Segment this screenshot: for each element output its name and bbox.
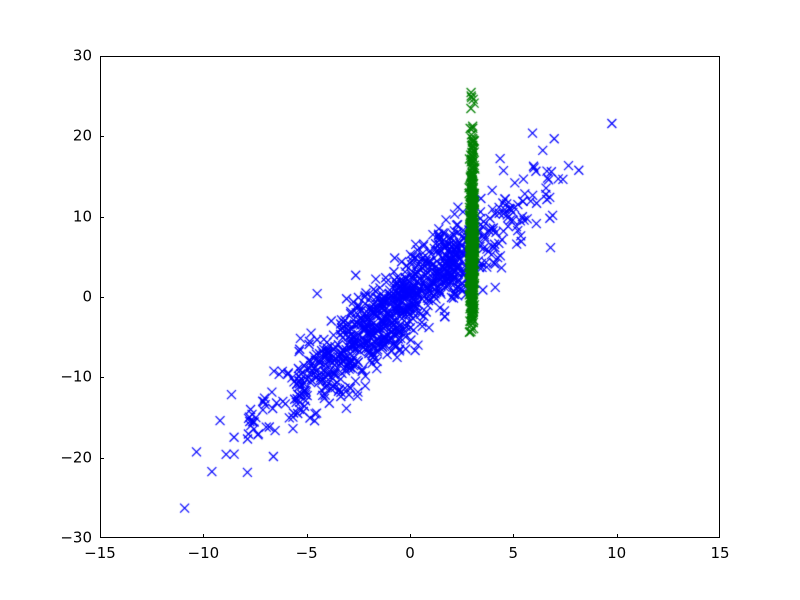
y-tick-mark xyxy=(100,297,104,298)
x-tick-label: 5 xyxy=(508,544,519,562)
y-tick-label: −10 xyxy=(60,367,92,386)
y-tick-mark xyxy=(100,217,104,218)
y-tick-label: 0 xyxy=(82,287,92,306)
scatter-plot-area xyxy=(101,57,719,537)
x-tick-mark xyxy=(307,534,308,538)
y-tick-mark xyxy=(100,377,104,378)
x-tick-mark xyxy=(617,534,618,538)
x-tick-mark xyxy=(203,534,204,538)
x-tick-label: −15 xyxy=(84,544,116,562)
x-tick-mark xyxy=(513,534,514,538)
plot-axes-frame xyxy=(100,56,720,538)
x-tick-label: −5 xyxy=(295,544,318,562)
y-tick-label: 20 xyxy=(72,126,92,145)
x-tick-label: 15 xyxy=(710,544,730,562)
y-tick-mark xyxy=(100,136,104,137)
y-tick-label: 10 xyxy=(72,207,92,226)
x-tick-label: 10 xyxy=(607,544,627,562)
y-tick-mark xyxy=(100,458,104,459)
x-tick-label: −10 xyxy=(187,544,220,562)
y-tick-label: 30 xyxy=(72,46,92,65)
x-tick-label: 0 xyxy=(405,544,415,562)
x-tick-mark xyxy=(410,534,411,538)
y-tick-label: −20 xyxy=(60,448,92,467)
y-tick-label: −30 xyxy=(60,528,92,547)
